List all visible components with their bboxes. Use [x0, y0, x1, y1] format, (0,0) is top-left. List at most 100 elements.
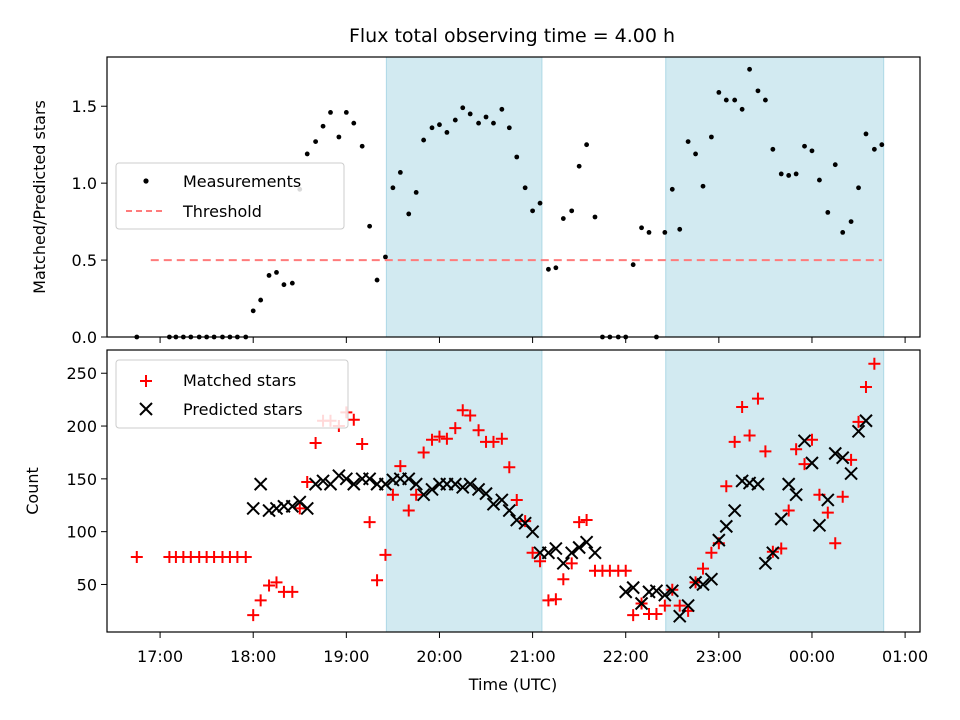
predicted-stars-point-74: [844, 466, 858, 481]
predicted-stars-point-71: [821, 493, 835, 507]
predicted-stars-point-15: [362, 472, 377, 486]
predicted-stars-point-28: [463, 477, 477, 491]
matched-stars-point-35: [426, 433, 439, 446]
matched-stars-point-41: [472, 424, 485, 437]
predicted-stars-point-29: [471, 482, 486, 497]
measurements-point-87: [832, 162, 838, 168]
measurements-point-39: [460, 105, 466, 111]
measurements-point-43: [491, 120, 496, 126]
matched-stars-point-73: [720, 480, 733, 493]
matched-stars-point-33: [410, 488, 423, 501]
matched-stars-point-27: [363, 516, 376, 529]
count-panel: 50 100 150 200 250 17:00 18:00 19:00 20:00 21:00…: [23, 350, 928, 666]
measurements-point-76: [747, 66, 752, 72]
matched-stars-point-61: [627, 609, 640, 622]
measurements-point-86: [825, 209, 831, 215]
legend-measurements-label: Measurements: [183, 172, 301, 191]
predicted-stars-point-57: [712, 533, 726, 547]
measurements-point-26: [359, 143, 365, 149]
y-tick-label: 100: [66, 523, 97, 542]
matched-stars-point-17: [286, 585, 299, 598]
matched-stars-point-51: [549, 593, 562, 606]
measurements-point-17: [289, 280, 295, 286]
measurements-point-46: [514, 154, 520, 160]
measurements-point-16: [281, 282, 287, 288]
predicted-stars-point-65: [774, 512, 788, 526]
predicted-stars-point-33: [502, 503, 517, 518]
measurements-point-55: [584, 142, 590, 148]
predicted-stars-point-75: [851, 424, 866, 439]
x-tick-label: 01:00: [882, 647, 928, 666]
matched-stars-point-20: [309, 436, 322, 449]
measurements-point-48: [530, 208, 535, 214]
x-axis-label: Time (UTC): [468, 675, 557, 694]
measurements-point-35: [429, 125, 435, 131]
measurements-point-28: [374, 277, 380, 283]
x-tick-label: 23:00: [696, 647, 742, 666]
predicted-stars-point-60: [735, 474, 749, 488]
measurements-point-77: [755, 88, 761, 94]
measurements-point-82: [793, 171, 799, 177]
predicted-stars-point-27: [456, 480, 470, 495]
predicted-stars-point-39: [549, 541, 563, 556]
measurements-point-47: [522, 185, 528, 191]
matched-stars-point-90: [852, 415, 865, 428]
measurements-point-42: [483, 114, 489, 120]
measurements-point-74: [732, 97, 738, 103]
ratio-legend-box: [115, 162, 345, 230]
measurements-point-68: [685, 139, 691, 145]
predicted-stars-point-9: [316, 474, 330, 488]
matched-stars-point-38: [449, 422, 462, 435]
matched-stars-point-0: [130, 551, 143, 564]
predicted-stars-point-50: [658, 588, 672, 602]
predicted-stars-point-72: [828, 446, 842, 461]
matched-stars-point-74: [728, 435, 741, 448]
measurements-point-69: [693, 151, 698, 157]
x-tick-label: 19:00: [323, 647, 369, 666]
matched-stars-point-36: [433, 430, 446, 443]
measurements-point-19: [304, 151, 310, 157]
matched-stars-point-83: [798, 458, 811, 471]
matched-stars-point-15: [270, 576, 283, 589]
measurements-point-31: [397, 169, 403, 175]
predicted-stars-point-54: [688, 575, 703, 590]
predicted-stars-point-40: [556, 556, 571, 571]
measurements-point-51: [553, 265, 559, 271]
matched-stars-point-29: [379, 548, 392, 561]
matched-stars-point-13: [254, 594, 267, 607]
predicted-stars-point-69: [805, 456, 819, 470]
x-tick-label: 22:00: [603, 647, 649, 666]
matched-stars-point-78: [759, 445, 772, 458]
measurements-point-62: [639, 225, 644, 231]
matched-stars-point-65: [658, 599, 671, 612]
matched-stars-point-25: [347, 413, 360, 426]
matched-stars-point-30: [386, 488, 399, 501]
observing-window-0-0: [385, 56, 543, 338]
measurements-point-23: [336, 134, 342, 140]
measurements-point-29: [383, 254, 388, 260]
predicted-stars-point-52: [673, 609, 687, 623]
predicted-stars-point-41: [564, 546, 579, 560]
matched-stars-point-14: [263, 579, 276, 592]
legend-predicted-label: Predicted stars: [183, 400, 303, 419]
measurements-point-88: [840, 229, 846, 235]
predicted-stars-point-53: [681, 598, 695, 613]
measurements-point-73: [723, 97, 729, 103]
measurements-point-89: [848, 219, 854, 225]
measurements-point-80: [778, 171, 784, 177]
measurements-point-71: [708, 134, 714, 140]
matched-stars-point-39: [456, 404, 469, 417]
matched-stars-point-92: [868, 357, 881, 370]
matched-stars-point-12: [247, 609, 260, 622]
predicted-stars-point-68: [797, 434, 812, 448]
measurements-point-81: [786, 173, 792, 178]
measurements-point-85: [817, 177, 822, 183]
measurements-point-91: [863, 131, 869, 137]
measurements-point-67: [677, 226, 683, 232]
matched-stars-point-55: [580, 514, 593, 527]
predicted-stars-point-1: [253, 477, 268, 491]
predicted-stars-point-76: [859, 414, 873, 428]
matched-stars-point-11: [239, 551, 252, 564]
measurements-point-84: [809, 148, 815, 154]
